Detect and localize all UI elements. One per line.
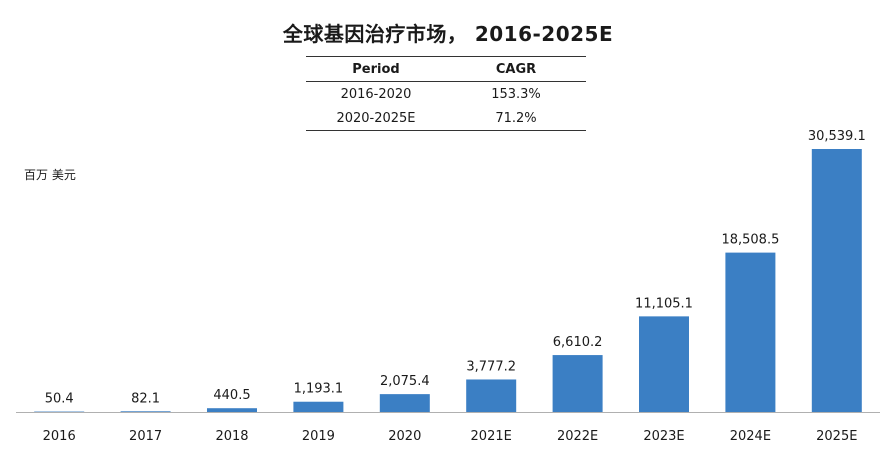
x-tick-label: 2023E xyxy=(643,429,684,444)
data-label: 2,075.4 xyxy=(380,374,430,389)
x-tick-label: 2025E xyxy=(816,429,857,444)
x-tick-label: 2018 xyxy=(215,429,248,444)
x-tick-label: 2020 xyxy=(388,429,421,444)
data-label: 50.4 xyxy=(45,392,74,407)
data-label: 30,539.1 xyxy=(808,129,866,144)
bar xyxy=(34,411,85,413)
y-unit-label: 百万 美元 xyxy=(24,168,76,182)
x-tick-label: 2017 xyxy=(129,429,162,444)
data-label: 440.5 xyxy=(213,388,250,403)
bar xyxy=(639,316,689,412)
bar xyxy=(725,252,776,412)
bar xyxy=(207,408,257,412)
data-label: 3,777.2 xyxy=(466,359,516,374)
cagr-period: 2020-2025E xyxy=(336,110,416,126)
chart-title: 全球基因治疗市场， 2016-2025E xyxy=(282,22,614,46)
cagr-value: 153.3% xyxy=(491,86,541,102)
bar xyxy=(811,149,862,412)
cagr-header-period: Period xyxy=(352,61,400,77)
data-label: 18,508.5 xyxy=(721,233,779,248)
cagr-value: 71.2% xyxy=(495,110,537,126)
bar xyxy=(120,411,171,412)
bar xyxy=(466,379,517,412)
cagr-table: Period CAGR 2016-2020 153.3% 2020-2025E … xyxy=(306,56,586,131)
cagr-header-cagr: CAGR xyxy=(495,61,537,77)
bar xyxy=(552,355,603,412)
bar xyxy=(379,394,430,412)
data-label: 6,610.2 xyxy=(553,335,603,350)
cagr-row: 2016-2020 153.3% xyxy=(306,82,586,106)
x-tick-label: 2019 xyxy=(302,429,335,444)
data-label: 1,193.1 xyxy=(294,382,344,397)
x-tick-label: 2024E xyxy=(730,429,771,444)
data-label: 11,105.1 xyxy=(635,296,693,311)
data-label: 82.1 xyxy=(131,391,160,406)
bar xyxy=(293,401,344,412)
x-tick-label: 2022E xyxy=(557,429,598,444)
x-tick-label: 2021E xyxy=(471,429,512,444)
cagr-row: 2020-2025E 71.2% xyxy=(306,106,586,131)
x-tick-label: 2016 xyxy=(43,429,76,444)
cagr-table-header: Period CAGR xyxy=(306,56,586,82)
cagr-period: 2016-2020 xyxy=(340,86,412,102)
